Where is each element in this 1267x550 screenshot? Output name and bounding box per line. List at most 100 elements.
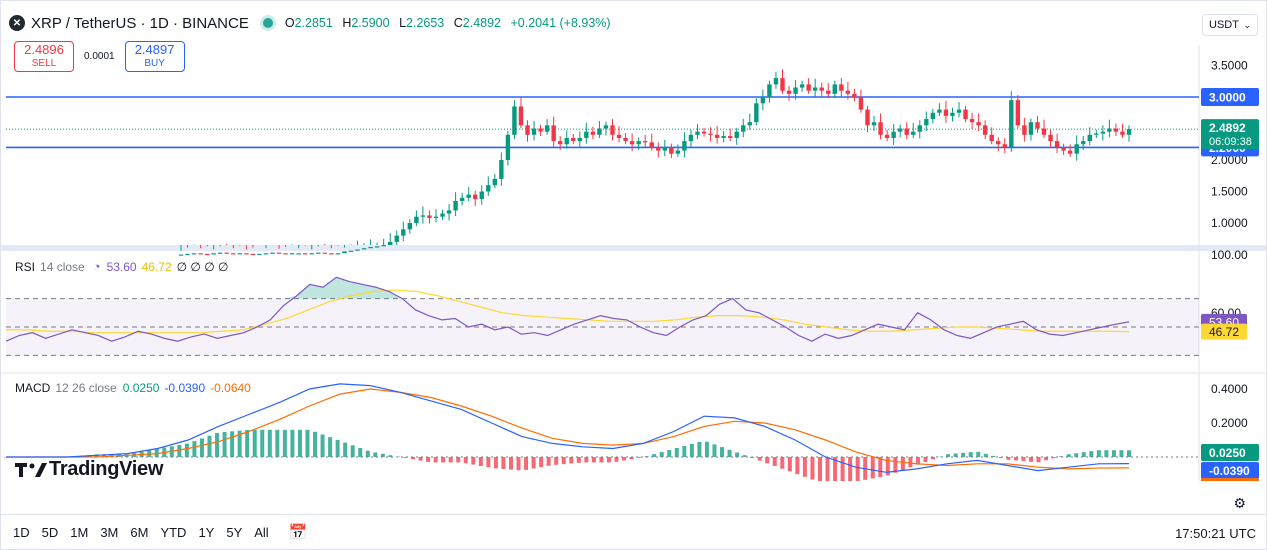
market-status-icon[interactable]	[262, 18, 273, 28]
macd-histogram-bar	[1074, 453, 1079, 457]
candle-body	[531, 128, 537, 135]
macd-histogram-bar	[335, 439, 340, 457]
candle-body	[198, 253, 203, 255]
candle-body	[211, 253, 216, 255]
tf-6m[interactable]: 6M	[130, 524, 149, 540]
macd-histogram-bar	[825, 457, 830, 481]
macd-histogram-bar	[622, 457, 627, 461]
macd-histogram-bar	[735, 452, 740, 457]
tradingview-logo[interactable]: TradingView	[15, 458, 163, 481]
candle-body	[263, 253, 269, 255]
rsi-name[interactable]: RSI	[15, 259, 36, 274]
gear-icon[interactable]: ⚙	[1233, 495, 1246, 511]
clock[interactable]: 17:50:21 UTC	[1175, 526, 1256, 541]
candle-body	[1087, 134, 1092, 142]
macd-histogram-bar	[893, 457, 898, 473]
candle-body	[897, 128, 903, 132]
tf-1y[interactable]: 1Y	[198, 524, 215, 540]
tf-1m[interactable]: 1M	[70, 524, 89, 540]
candle-body	[741, 125, 746, 132]
candle-body	[584, 131, 589, 138]
candle-body	[597, 128, 602, 135]
macd-histogram-bar	[441, 457, 446, 463]
pane-divider	[1, 245, 1266, 251]
macd-histogram-bar	[712, 444, 717, 457]
candle-body	[826, 90, 831, 94]
candle-body	[917, 125, 922, 132]
macd-histogram-bar	[493, 457, 498, 469]
candle-body	[1048, 134, 1053, 142]
candle-body	[250, 253, 256, 256]
macd-value-bg	[1201, 462, 1259, 479]
candle-body	[1074, 144, 1079, 154]
macd-histogram-bar	[697, 441, 702, 457]
candle-body	[1009, 100, 1014, 148]
candle-body	[361, 248, 367, 250]
candle-body	[1002, 144, 1007, 148]
candle-body	[499, 160, 504, 179]
visibility-icon[interactable]: ◔	[92, 259, 101, 274]
tf-ytd[interactable]: YTD	[160, 524, 187, 540]
macd-histogram-bar	[983, 453, 988, 457]
candle-body	[1100, 131, 1106, 134]
symbol-title[interactable]: XRP / TetherUS · 1D · BINANCE	[31, 14, 249, 32]
macd-histogram-bar	[817, 457, 822, 481]
currency-select[interactable]: USDT ⌄	[1202, 14, 1258, 36]
date-range-icon[interactable]: 📅	[288, 524, 308, 541]
candle-body	[1113, 128, 1119, 132]
price-tick-label: 3.5000	[1211, 59, 1248, 73]
tf-5y[interactable]: 5Y	[226, 524, 243, 540]
macd-histogram-bar	[606, 457, 611, 463]
candle-body	[1054, 141, 1060, 148]
spread-value: 0.0001	[84, 51, 115, 62]
candle-body	[963, 109, 968, 120]
macd-name[interactable]: MACD	[15, 381, 51, 395]
macd-value-label: -0.0640	[1209, 480, 1250, 481]
low-key: L	[399, 16, 407, 30]
candle-body	[218, 252, 223, 254]
sell-label: SELL	[31, 57, 57, 69]
macd-signal-value: -0.0640	[210, 381, 251, 395]
macd-histogram-bar	[516, 457, 521, 471]
candle-body	[244, 253, 249, 255]
macd-histogram-bar	[154, 449, 159, 457]
macd-histogram-bar	[184, 443, 189, 457]
tf-5d[interactable]: 5D	[41, 524, 59, 540]
candle-body	[793, 87, 798, 94]
macd-histogram-bar	[931, 457, 936, 460]
candle-body	[884, 134, 890, 138]
macd-histogram-bar	[878, 457, 883, 478]
macd-histogram-bar	[501, 457, 506, 469]
candle-body	[976, 122, 981, 126]
sell-button[interactable]: 2.4896 SELL	[14, 41, 74, 72]
candle-body	[348, 250, 354, 252]
countdown-label: 06:09:38	[1209, 136, 1252, 148]
tf-all[interactable]: All	[254, 524, 269, 540]
macd-histogram-bar	[297, 429, 302, 457]
chart-canvas[interactable]: 3.50002.00001.50001.00003.00002.20002.48…	[1, 1, 1266, 481]
macd-value-bg	[1201, 478, 1259, 481]
tf-1d[interactable]: 1D	[13, 524, 30, 540]
candle-body	[767, 84, 772, 97]
last-price-label: 2.4892	[1209, 121, 1246, 135]
candle-body	[878, 122, 883, 135]
macd-histogram-bar	[938, 456, 943, 458]
candle-body	[871, 122, 877, 126]
rsi-overbought-fill	[6, 277, 1129, 299]
candle-body	[819, 87, 824, 91]
xrp-icon[interactable]: ✕	[9, 15, 25, 31]
candle-body	[832, 84, 837, 94]
candle-body	[270, 252, 275, 254]
macd-hist-value: 0.0250	[122, 381, 160, 395]
candle-body	[551, 125, 556, 142]
buy-button[interactable]: 2.4897 BUY	[124, 41, 185, 72]
tf-3m[interactable]: 3M	[100, 524, 119, 540]
candle-body	[708, 133, 713, 135]
macd-histogram-bar	[260, 429, 265, 457]
macd-histogram-bar	[1096, 450, 1101, 457]
candle-body	[812, 87, 818, 91]
macd-histogram-bar	[1127, 450, 1131, 457]
candle-body	[544, 125, 550, 132]
macd-histogram-bar	[795, 457, 800, 475]
symbol-header: ✕ XRP / TetherUS · 1D · BINANCE O2.2851 …	[9, 10, 617, 36]
